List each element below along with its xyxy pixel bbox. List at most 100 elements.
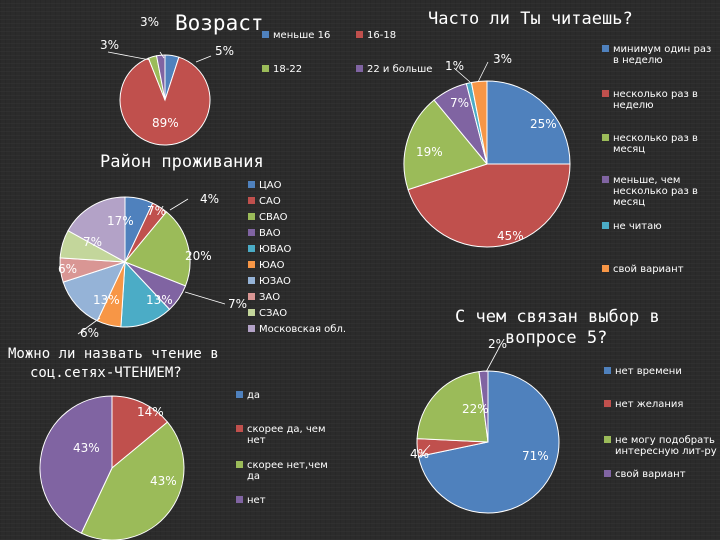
reading-legend-entry-0: минимум один раз в неделю: [613, 44, 711, 66]
leader-line-1: [107, 51, 151, 61]
leader-lines: [77, 51, 501, 459]
leader-line-7: [77, 317, 101, 335]
choice-reason-value-label-3: 2%: [488, 337, 507, 351]
district-legend-entry-9: Московская обл.: [259, 324, 346, 335]
choice-reason-value-label-1: 4%: [410, 447, 429, 461]
leader-line-9: [485, 345, 501, 373]
reading-value-label-0: 25%: [530, 117, 557, 131]
age-value-label-0: 5%: [215, 44, 234, 58]
reading-social-slice-2: [80, 421, 185, 540]
district-legend-swatch-8: [248, 309, 255, 316]
reading-legend-entry-5: свой вариант: [613, 264, 684, 275]
leader-line-8: [417, 444, 431, 459]
reading-value-label-2: 19%: [416, 145, 443, 159]
age-legend-entry-3: 22 и больше: [367, 64, 432, 75]
leader-line-3: [453, 67, 471, 83]
age-value-label-1: 89%: [152, 116, 179, 130]
choice-reason-legend-swatch-0: [604, 367, 611, 374]
district-slice-2: [124, 211, 191, 287]
age-legend-swatch-1: [356, 31, 363, 38]
reading-social-legend-entry-1: скорее да, чем нет: [247, 424, 326, 446]
reading-legend-entry-4: не читаю: [613, 221, 662, 232]
age-legend-swatch-3: [356, 65, 363, 72]
reading-slice-2: [403, 99, 488, 191]
reading-legend-swatch-3: [602, 176, 609, 183]
reading-social-legend-swatch-2: [236, 461, 243, 468]
choice-reason-legend: нет времени нет желания не могу подобрать и…: [604, 366, 717, 480]
district-legend-swatch-9: [248, 325, 255, 332]
choice-reason-legend-swatch-1: [604, 400, 611, 407]
leader-line-6: [184, 291, 226, 305]
reading-legend-entry-1: несколько раз в неделю: [613, 89, 698, 111]
choice-reason-pie: 71% 4% 22% 2%: [410, 337, 560, 514]
choice-reason-value-label-2: 22%: [462, 402, 489, 416]
leader-line-0: [159, 51, 165, 59]
choice-reason-slice-3: [478, 370, 489, 443]
age-legend-swatch-2: [262, 65, 269, 72]
reading-social-value-label-1: 14%: [137, 405, 164, 419]
district-legend-swatch-0: [248, 181, 255, 188]
social-chart-title-line1: Можно ли назвать чтение в: [8, 346, 219, 362]
reading-value-label-3: 7%: [450, 96, 469, 110]
reading-legend-swatch-0: [602, 45, 609, 52]
district-legend-entry-8: СЗАО: [259, 308, 287, 319]
age-legend-entry-2: 18-22: [273, 64, 302, 75]
district-legend-entry-2: СВАО: [259, 212, 288, 223]
reading-legend-swatch-5: [602, 265, 609, 272]
age-value-label-2: 3%: [100, 38, 119, 52]
choice-reason-legend-entry-1: нет желания: [615, 399, 683, 410]
reading-legend-entry-2: несколько раз в месяц: [613, 133, 698, 155]
district-value-label-0: 7%: [147, 204, 166, 218]
district-value-label-5: 6%: [58, 262, 77, 276]
choice-reason-slice-2: [416, 371, 489, 443]
choice-reason-legend-entry-2: не могу подобрать интересную лит-ру: [615, 435, 717, 457]
choice-reason-legend-swatch-2: [604, 436, 611, 443]
age-pie: 5% 89% 3% 3%: [100, 15, 234, 146]
district-legend-entry-3: ВАО: [259, 228, 281, 239]
district-legend-entry-4: ЮВАО: [259, 244, 291, 255]
choice-reason-value-label-0: 71%: [522, 449, 549, 463]
district-legend-swatch-6: [248, 277, 255, 284]
district-legend: ЦАО САО СВАО ВАО ЮВАО ЮАО ЮЗАО ЗАО СЗАО Московска…: [248, 180, 346, 335]
age-legend-entry-0: меньше 16: [273, 30, 330, 41]
district-value-label-3: 7%: [228, 297, 247, 311]
reading-social-legend-swatch-0: [236, 391, 243, 398]
reading-legend-entry-3: меньше, чем несколько раз в месяц: [613, 175, 698, 208]
district-value-label-4: 13%: [146, 293, 173, 307]
district-legend-entry-6: ЮЗАО: [259, 276, 291, 287]
age-legend-entry-1: 16-18: [367, 30, 396, 41]
choice-reason-legend-swatch-3: [604, 470, 611, 477]
reading-social-legend-entry-3: нет: [247, 495, 266, 506]
reading-social-slice-3: [39, 395, 113, 534]
reading-social-slice-1: [111, 395, 169, 470]
age-legend-swatch-0: [262, 31, 269, 38]
reading-social-value-label-2: 43%: [150, 474, 177, 488]
reading-pie: 25% 45% 19% 7% 1% 3%: [403, 52, 571, 248]
district-pie: 7% 4% 20% 7% 13% 6% 13% 6% 7% 17%: [58, 192, 247, 340]
reading-legend-swatch-2: [602, 134, 609, 141]
social-chart-title-line2: соц.сетях-ЧТЕНИЕМ?: [30, 365, 182, 381]
district-legend-entry-5: ЮАО: [259, 260, 285, 271]
district-legend-swatch-1: [248, 197, 255, 204]
reading-value-label-4: 1%: [445, 59, 464, 73]
district-legend-swatch-3: [248, 229, 255, 236]
age-chart-title: Возраст: [175, 11, 264, 35]
reading-social-pie: 14% 43% 43%: [39, 395, 185, 540]
reading-social-legend-swatch-1: [236, 425, 243, 432]
district-value-label-6: 13%: [93, 293, 120, 307]
reading-social-legend: да скорее да, чем нет скорее нет,чем да нет: [236, 390, 328, 506]
reading-slice-0: [486, 80, 571, 165]
leader-line-5: [169, 198, 189, 211]
reading-slice-1: [407, 163, 571, 248]
age-legend: меньше 16 16-18 18-22 22 и больше: [262, 30, 432, 75]
district-slice-9: [67, 196, 126, 263]
district-legend-swatch-2: [248, 213, 255, 220]
age-value-label-3: 3%: [140, 15, 159, 29]
district-legend-entry-1: САО: [259, 196, 281, 207]
choice-reason-legend-entry-0: нет времени: [615, 366, 682, 377]
reading-value-label-1: 45%: [497, 229, 524, 243]
reason-chart-title-line2: вопросе 5?: [505, 328, 607, 348]
district-legend-entry-0: ЦАО: [259, 180, 282, 191]
